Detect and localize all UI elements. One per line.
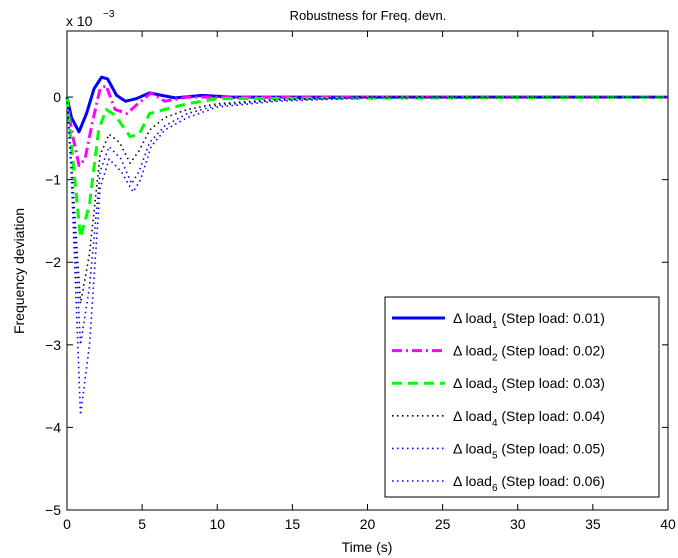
series-line-4 [66, 96, 668, 305]
x-axis-label: Time (s) [342, 539, 393, 555]
x-tick-label: 15 [285, 516, 301, 532]
legend: Δ load1 (Step load: 0.01) Δ load2 (Step l… [384, 296, 660, 498]
series-line-1 [65, 75, 668, 134]
legend-label-1: Δ load1 (Step load: 0.01) [453, 310, 605, 331]
x-axis-ticks: 0 5 10 15 20 25 30 35 40 [63, 31, 676, 532]
legend-label-2: Δ load2 (Step load: 0.02) [453, 343, 605, 364]
x-tick-label: 0 [63, 516, 71, 532]
series-line-3 [65, 95, 669, 239]
x-tick-label: 20 [360, 516, 376, 532]
x-tick-label: 30 [510, 516, 526, 532]
chart-title: Robustness for Freq. devn. [290, 8, 447, 23]
y-tick-label: −1 [45, 172, 61, 188]
x-tick-label: 40 [660, 516, 676, 532]
series-line-2 [65, 84, 668, 168]
y-tick-label: 0 [53, 89, 61, 105]
x-tick-label: 35 [585, 516, 601, 532]
legend-label-5: Δ load5 (Step load: 0.05) [453, 440, 605, 461]
y-axis-label: Frequency deviation [11, 208, 27, 334]
y-tick-label: −5 [45, 502, 61, 518]
legend-label-4: Δ load4 (Step load: 0.04) [453, 408, 605, 429]
x-tick-label: 10 [209, 516, 225, 532]
x-tick-label: 25 [435, 516, 451, 532]
y-axis-ticks: −5 −4 −3 −2 −1 0 [45, 89, 668, 518]
y-tick-label: −3 [45, 337, 61, 353]
legend-box [384, 296, 660, 498]
series-line-5 [66, 96, 668, 346]
y-multiplier-exponent: −3 [103, 9, 115, 20]
y-tick-label: −4 [45, 419, 61, 435]
series-lines [65, 75, 669, 416]
legend-label-6: Δ load6 (Step load: 0.06) [453, 473, 605, 494]
legend-label-3: Δ load3 (Step load: 0.03) [453, 375, 605, 396]
series-line-6 [66, 96, 669, 416]
y-multiplier-base: x 10 [66, 13, 93, 29]
y-axis-multiplier: x 10 −3 [66, 9, 115, 29]
x-tick-label: 5 [138, 516, 146, 532]
y-tick-label: −2 [45, 254, 61, 270]
